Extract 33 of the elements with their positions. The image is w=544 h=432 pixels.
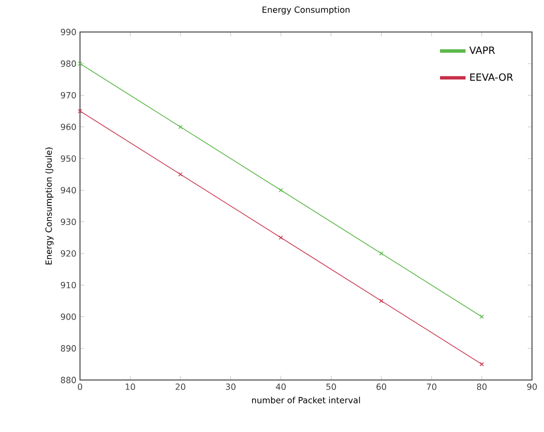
x-axis-title: number of Packet interval: [252, 396, 360, 404]
y-tick-label: 990: [60, 28, 76, 36]
x-tick-label: 40: [276, 384, 286, 390]
x-tick-label: 0: [78, 384, 82, 390]
y-tick-label: 880: [60, 376, 76, 384]
point: [278, 188, 284, 192]
point: [379, 251, 384, 256]
y-tick-label: 910: [60, 282, 76, 288]
y-tick-label: 960: [60, 124, 76, 130]
y-tick-label: 970: [60, 92, 76, 98]
y-tick-label: 890: [60, 345, 76, 352]
point: [379, 298, 384, 304]
x-tick-label: 60: [376, 384, 386, 390]
y-axis-title: Energy Consumption (Joule): [45, 148, 54, 264]
x-tick-label: 70: [426, 384, 436, 390]
point: [178, 172, 183, 177]
y-tick-label: 950: [60, 155, 76, 162]
x-tick-label: 90: [527, 384, 537, 390]
point: [278, 235, 284, 240]
y-tick-label: 940: [60, 186, 76, 194]
point: [178, 124, 183, 130]
y-tick-label: 980: [60, 60, 76, 67]
x-tick-label: 30: [226, 384, 236, 390]
x-tick-label: 80: [476, 384, 487, 390]
y-tick-label: 930: [60, 218, 76, 226]
x-tick-label: 10: [126, 384, 136, 390]
x-tick-label: 20: [176, 384, 186, 390]
y-tick-label: 900: [60, 314, 76, 320]
chart-title: Energy Consumption: [262, 6, 350, 15]
legend-label: EEVA-OR: [470, 73, 513, 81]
y-tick-label: 920: [60, 250, 76, 257]
legend-label: VAPR: [469, 46, 495, 54]
x-tick-label: 50: [326, 384, 336, 390]
